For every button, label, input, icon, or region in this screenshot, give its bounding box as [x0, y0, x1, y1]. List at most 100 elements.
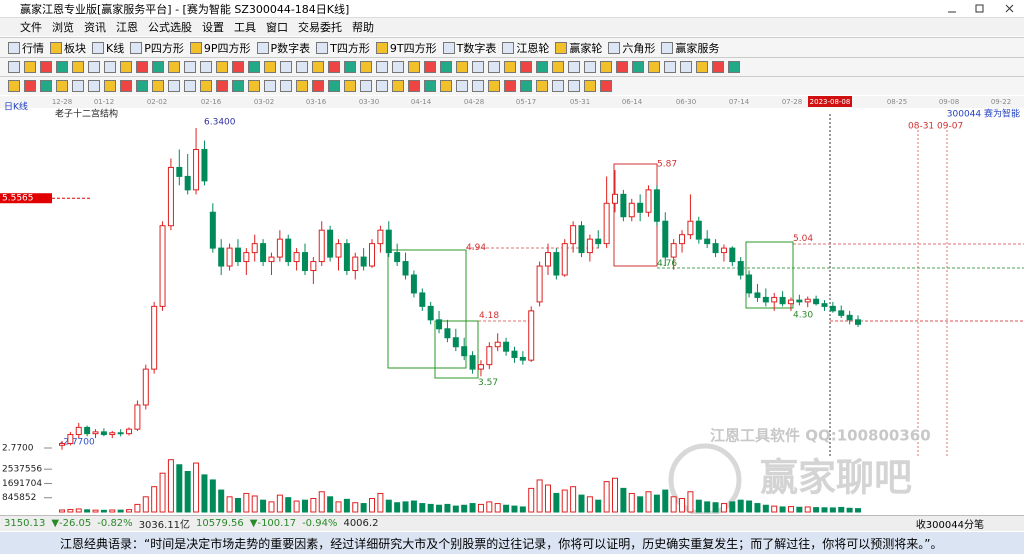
tool-icon[interactable] — [232, 61, 244, 73]
tool-icon[interactable] — [232, 80, 244, 92]
menu-item[interactable]: 公式选股 — [148, 21, 192, 34]
toolbar-button[interactable]: T数字表 — [442, 40, 496, 56]
menu-item[interactable]: 交易委托 — [298, 21, 342, 34]
tool-icon[interactable] — [312, 61, 324, 73]
tool-icon[interactable] — [344, 61, 356, 73]
tool-icon[interactable] — [536, 80, 548, 92]
tool-icon[interactable] — [72, 61, 84, 73]
tool-icon[interactable] — [536, 61, 548, 73]
tool-icon[interactable] — [648, 61, 660, 73]
tool-icon[interactable] — [72, 80, 84, 92]
tool-icon[interactable] — [552, 61, 564, 73]
menu-item[interactable]: 设置 — [202, 21, 224, 34]
menu-item[interactable]: 文件 — [20, 21, 42, 34]
tool-icon[interactable] — [248, 80, 260, 92]
tool-icon[interactable] — [56, 80, 68, 92]
tool-icon[interactable] — [584, 80, 596, 92]
tool-icon[interactable] — [328, 80, 340, 92]
tool-icon[interactable] — [408, 80, 420, 92]
toolbar-button[interactable]: 六角形 — [608, 40, 655, 56]
tool-icon[interactable] — [280, 80, 292, 92]
tool-icon[interactable] — [8, 80, 20, 92]
tool-icon[interactable] — [312, 80, 324, 92]
toolbar-button[interactable]: 行情 — [8, 40, 44, 56]
tool-icon[interactable] — [664, 61, 676, 73]
tool-icon[interactable] — [88, 80, 100, 92]
tool-icon[interactable] — [296, 61, 308, 73]
tool-icon[interactable] — [168, 61, 180, 73]
toolbar-button[interactable]: P数字表 — [256, 40, 310, 56]
menu-item[interactable]: 窗口 — [266, 21, 288, 34]
toolbar-button[interactable]: K线 — [92, 40, 124, 56]
tool-icon[interactable] — [24, 80, 36, 92]
tool-icon[interactable] — [392, 61, 404, 73]
tool-icon[interactable] — [136, 61, 148, 73]
toolbar-button[interactable]: 板块 — [50, 40, 86, 56]
tool-icon[interactable] — [56, 61, 68, 73]
toolbar-button[interactable]: 赢家服务 — [661, 40, 719, 56]
tool-icon[interactable] — [584, 61, 596, 73]
tool-icon[interactable] — [120, 61, 132, 73]
tool-icon[interactable] — [424, 61, 436, 73]
toolbar-button[interactable]: T四方形 — [316, 40, 370, 56]
tool-icon[interactable] — [392, 80, 404, 92]
tool-icon[interactable] — [520, 61, 532, 73]
menu-item[interactable]: 浏览 — [52, 21, 74, 34]
tool-icon[interactable] — [152, 61, 164, 73]
tool-icon[interactable] — [472, 61, 484, 73]
tool-icon[interactable] — [216, 80, 228, 92]
tool-icon[interactable] — [264, 61, 276, 73]
toolbar-button[interactable]: P四方形 — [130, 40, 184, 56]
tool-icon[interactable] — [472, 80, 484, 92]
tool-icon[interactable] — [360, 80, 372, 92]
tool-icon[interactable] — [152, 80, 164, 92]
tool-icon[interactable] — [552, 80, 564, 92]
tool-icon[interactable] — [344, 80, 356, 92]
tool-icon[interactable] — [168, 80, 180, 92]
tool-icon[interactable] — [440, 61, 452, 73]
tool-icon[interactable] — [376, 61, 388, 73]
menu-item[interactable]: 江恩 — [116, 21, 138, 34]
tool-icon[interactable] — [200, 80, 212, 92]
tool-icon[interactable] — [712, 61, 724, 73]
tool-icon[interactable] — [296, 80, 308, 92]
toolbar-button[interactable]: 江恩轮 — [502, 40, 549, 56]
tool-icon[interactable] — [120, 80, 132, 92]
tool-icon[interactable] — [328, 61, 340, 73]
toolbar-button[interactable]: 赢家轮 — [555, 40, 602, 56]
tool-icon[interactable] — [360, 61, 372, 73]
tool-icon[interactable] — [104, 80, 116, 92]
tool-icon[interactable] — [104, 61, 116, 73]
tool-icon[interactable] — [488, 80, 500, 92]
tool-icon[interactable] — [456, 61, 468, 73]
toolbar-button[interactable]: 9P四方形 — [189, 40, 251, 56]
tool-icon[interactable] — [680, 61, 692, 73]
tool-icon[interactable] — [504, 80, 516, 92]
tool-icon[interactable] — [728, 61, 740, 73]
tool-icon[interactable] — [440, 80, 452, 92]
tool-icon[interactable] — [8, 61, 20, 73]
tool-icon[interactable] — [184, 80, 196, 92]
tool-icon[interactable] — [216, 61, 228, 73]
tool-icon[interactable] — [600, 80, 612, 92]
window-controls[interactable] — [934, 0, 1024, 18]
tool-icon[interactable] — [632, 61, 644, 73]
tool-icon[interactable] — [280, 61, 292, 73]
tool-icon[interactable] — [200, 61, 212, 73]
tool-icon[interactable] — [696, 61, 708, 73]
tool-icon[interactable] — [504, 61, 516, 73]
menu-item[interactable]: 帮助 — [352, 21, 374, 34]
menu-item[interactable]: 工具 — [234, 21, 256, 34]
tool-icon[interactable] — [376, 80, 388, 92]
tool-icon[interactable] — [568, 61, 580, 73]
tool-icon[interactable] — [40, 61, 52, 73]
tool-icon[interactable] — [184, 61, 196, 73]
tool-icon[interactable] — [136, 80, 148, 92]
toolbar-button[interactable]: 9T四方形 — [375, 40, 437, 56]
tool-icon[interactable] — [488, 61, 500, 73]
tool-icon[interactable] — [248, 61, 260, 73]
tool-icon[interactable] — [264, 80, 276, 92]
tool-icon[interactable] — [88, 61, 100, 73]
tool-icon[interactable] — [40, 80, 52, 92]
tool-icon[interactable] — [568, 80, 580, 92]
